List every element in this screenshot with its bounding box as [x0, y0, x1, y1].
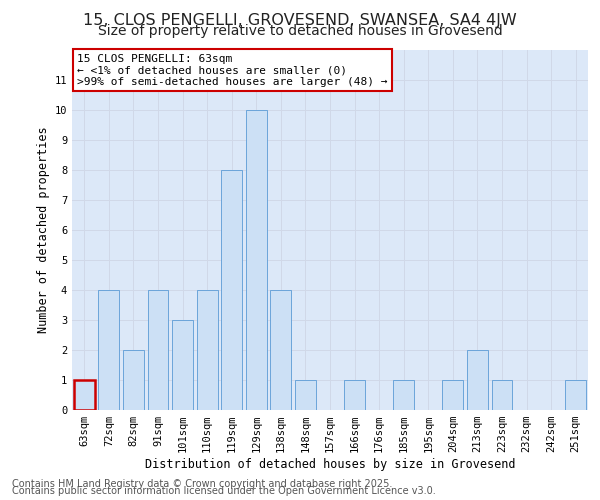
Bar — [221, 170, 242, 410]
Text: 15, CLOS PENGELLI, GROVESEND, SWANSEA, SA4 4JW: 15, CLOS PENGELLI, GROVESEND, SWANSEA, S… — [83, 12, 517, 28]
Bar — [565, 380, 586, 410]
Bar — [123, 350, 144, 410]
Bar — [148, 290, 169, 410]
Text: Contains public sector information licensed under the Open Government Licence v3: Contains public sector information licen… — [12, 486, 436, 496]
X-axis label: Distribution of detached houses by size in Grovesend: Distribution of detached houses by size … — [145, 458, 515, 471]
Bar — [74, 380, 95, 410]
Text: 15 CLOS PENGELLI: 63sqm
← <1% of detached houses are smaller (0)
>99% of semi-de: 15 CLOS PENGELLI: 63sqm ← <1% of detache… — [77, 54, 388, 87]
Bar — [197, 290, 218, 410]
Text: Size of property relative to detached houses in Grovesend: Size of property relative to detached ho… — [98, 24, 502, 38]
Bar — [393, 380, 414, 410]
Y-axis label: Number of detached properties: Number of detached properties — [37, 126, 50, 334]
Bar — [491, 380, 512, 410]
Text: Contains HM Land Registry data © Crown copyright and database right 2025.: Contains HM Land Registry data © Crown c… — [12, 479, 392, 489]
Bar — [467, 350, 488, 410]
Bar — [246, 110, 267, 410]
Bar — [98, 290, 119, 410]
Bar — [295, 380, 316, 410]
Bar — [344, 380, 365, 410]
Bar — [172, 320, 193, 410]
Bar — [271, 290, 292, 410]
Bar — [442, 380, 463, 410]
